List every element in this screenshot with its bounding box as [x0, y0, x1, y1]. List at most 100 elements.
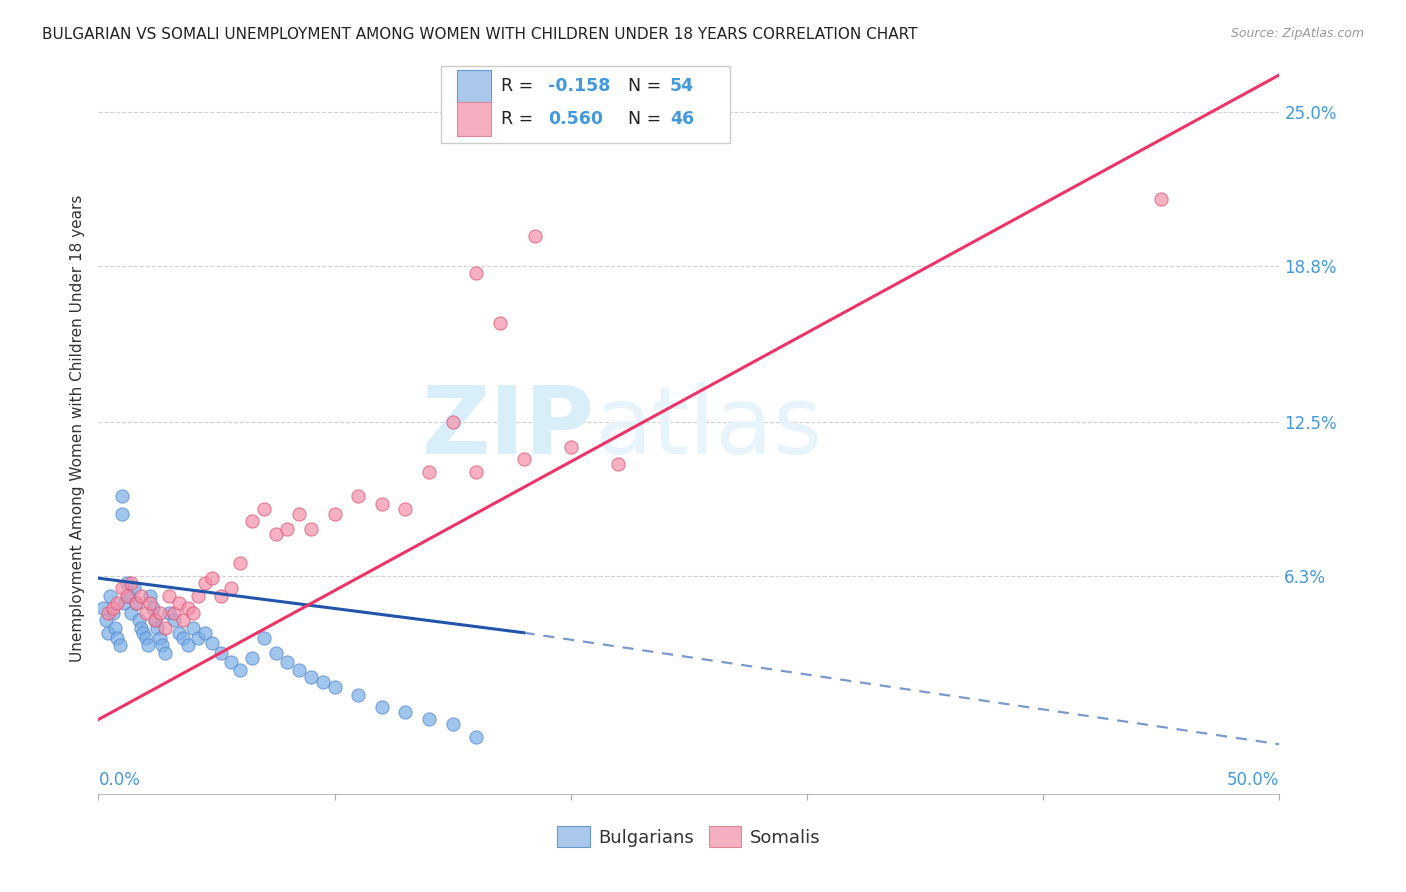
Point: [101, 601, 124, 615]
Text: Source: ZipAtlas.com: Source: ZipAtlas.com: [1230, 27, 1364, 40]
Point: [142, 601, 165, 615]
Point: [209, 589, 232, 603]
Text: 0.560: 0.560: [548, 110, 603, 128]
Point: [146, 621, 169, 635]
Text: 50.0%: 50.0%: [1227, 771, 1279, 789]
Point: [253, 631, 276, 645]
Point: [105, 631, 128, 645]
FancyBboxPatch shape: [441, 66, 730, 143]
Point: [288, 663, 311, 677]
Point: [97, 606, 120, 620]
Point: [153, 646, 176, 660]
Point: [465, 730, 488, 744]
Text: 0.0%: 0.0%: [98, 771, 141, 789]
Point: [153, 621, 176, 635]
Text: ZIP: ZIP: [422, 382, 595, 475]
Point: [135, 606, 157, 620]
Point: [167, 625, 190, 640]
Point: [111, 581, 134, 595]
Point: [441, 415, 464, 429]
Point: [347, 688, 370, 702]
Point: [441, 717, 464, 731]
Point: [240, 650, 263, 665]
Point: [194, 576, 217, 591]
Point: [108, 638, 131, 652]
Point: [177, 601, 200, 615]
Text: 46: 46: [671, 110, 695, 128]
Point: [371, 497, 394, 511]
Point: [94, 613, 117, 627]
Point: [128, 613, 150, 627]
Point: [157, 589, 180, 603]
Point: [201, 635, 224, 649]
Point: [187, 631, 209, 645]
Point: [143, 613, 166, 627]
Point: [105, 596, 128, 610]
Y-axis label: Unemployment Among Women with Children Under 18 years: Unemployment Among Women with Children U…: [69, 194, 84, 662]
Point: [219, 656, 242, 670]
Point: [115, 576, 138, 591]
Point: [149, 631, 172, 645]
Point: [125, 596, 148, 610]
Point: [129, 589, 152, 603]
Point: [181, 606, 204, 620]
Point: [394, 501, 416, 516]
Legend: Bulgarians, Somalis: Bulgarians, Somalis: [550, 819, 828, 855]
Text: R =: R =: [501, 110, 538, 128]
Point: [111, 489, 134, 503]
Point: [121, 606, 143, 620]
Point: [323, 507, 346, 521]
Point: [299, 670, 322, 684]
FancyBboxPatch shape: [457, 103, 491, 136]
Point: [229, 556, 252, 570]
Point: [150, 638, 173, 652]
Point: [177, 638, 200, 652]
Point: [264, 526, 287, 541]
Point: [201, 571, 224, 585]
FancyBboxPatch shape: [457, 70, 491, 103]
Point: [229, 663, 252, 677]
Point: [194, 625, 217, 640]
Point: [139, 596, 162, 610]
Point: [371, 700, 394, 714]
Text: 54: 54: [671, 78, 695, 95]
Point: [163, 613, 186, 627]
Point: [101, 606, 124, 620]
Point: [181, 621, 204, 635]
Point: [172, 631, 194, 645]
Point: [465, 465, 488, 479]
Point: [187, 589, 209, 603]
Point: [312, 675, 335, 690]
Point: [125, 596, 148, 610]
Text: BULGARIAN VS SOMALI UNEMPLOYMENT AMONG WOMEN WITH CHILDREN UNDER 18 YEARS CORREL: BULGARIAN VS SOMALI UNEMPLOYMENT AMONG W…: [42, 27, 918, 42]
Text: N =: N =: [617, 110, 666, 128]
Point: [276, 522, 298, 536]
Point: [143, 613, 166, 627]
Text: N =: N =: [617, 78, 666, 95]
Point: [524, 229, 547, 244]
Text: atlas: atlas: [595, 382, 823, 475]
Point: [149, 606, 172, 620]
Point: [172, 613, 194, 627]
Point: [560, 440, 582, 454]
Point: [489, 316, 512, 330]
Point: [418, 465, 440, 479]
Point: [157, 606, 180, 620]
Point: [122, 581, 145, 595]
Point: [118, 589, 141, 603]
Point: [139, 589, 162, 603]
Point: [104, 621, 127, 635]
Point: [97, 625, 120, 640]
Point: [299, 522, 322, 536]
Point: [219, 581, 242, 595]
Point: [264, 646, 287, 660]
Point: [91, 601, 114, 615]
Point: [418, 713, 440, 727]
Point: [512, 452, 534, 467]
Text: R =: R =: [501, 78, 538, 95]
Point: [209, 646, 232, 660]
Point: [1150, 192, 1173, 206]
Point: [323, 680, 346, 694]
Point: [347, 489, 370, 503]
Point: [288, 507, 311, 521]
